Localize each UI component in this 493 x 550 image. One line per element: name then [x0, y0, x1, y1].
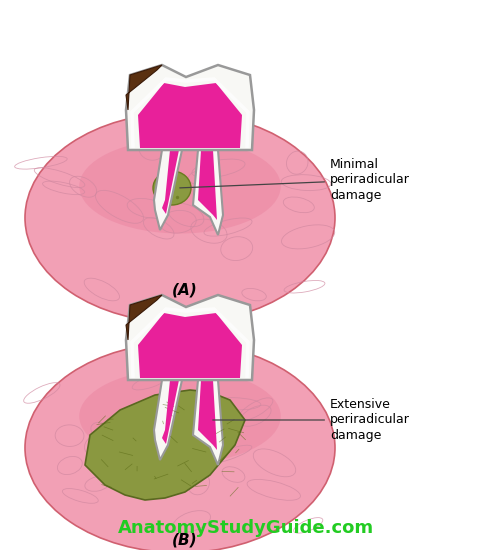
Polygon shape [154, 150, 182, 230]
Text: Extensive
periradicular
damage: Extensive periradicular damage [213, 399, 410, 442]
Polygon shape [198, 150, 217, 220]
Text: (B): (B) [172, 532, 198, 547]
Polygon shape [138, 313, 242, 378]
Ellipse shape [79, 369, 281, 464]
Ellipse shape [153, 171, 191, 205]
Polygon shape [162, 150, 179, 214]
Text: AnatomyStudyGuide.com: AnatomyStudyGuide.com [118, 519, 374, 537]
Polygon shape [126, 295, 254, 380]
Text: Minimal
periradicular
damage: Minimal periradicular damage [180, 158, 410, 201]
Polygon shape [126, 65, 254, 150]
Ellipse shape [79, 139, 281, 234]
Polygon shape [154, 380, 182, 460]
Polygon shape [162, 380, 179, 444]
Ellipse shape [25, 113, 335, 323]
Polygon shape [138, 83, 242, 148]
Polygon shape [193, 380, 223, 465]
Polygon shape [85, 390, 245, 500]
Polygon shape [126, 65, 162, 110]
Polygon shape [126, 295, 162, 340]
Ellipse shape [25, 343, 335, 550]
Polygon shape [198, 380, 217, 450]
Text: (A): (A) [172, 283, 198, 298]
Polygon shape [193, 150, 223, 235]
